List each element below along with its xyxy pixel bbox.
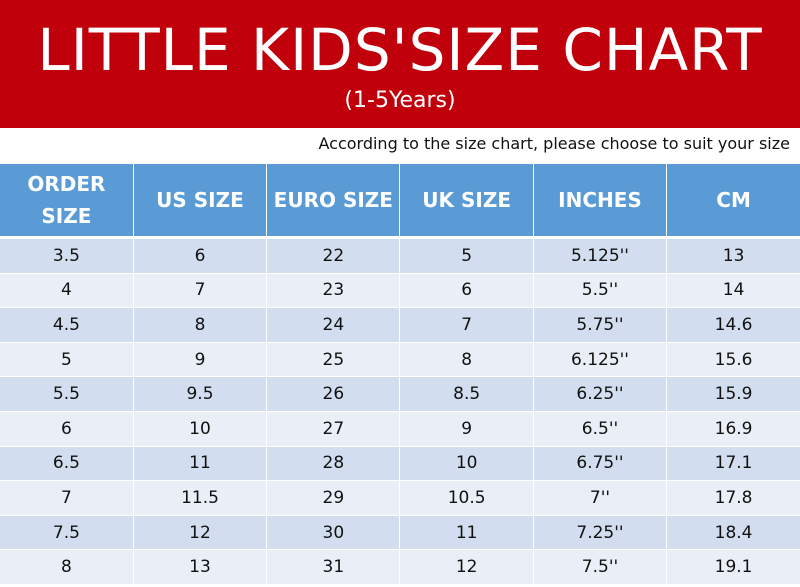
cell-inches: 5.5'' — [533, 273, 668, 309]
cell-euro-size: 25 — [266, 342, 401, 378]
cell-order-size: 4.5 — [0, 307, 134, 343]
cell-inches: 7'' — [533, 480, 668, 516]
cell-uk-size: 6 — [399, 273, 534, 309]
cell-cm: 16.9 — [666, 411, 800, 447]
cell-uk-size: 11 — [399, 515, 534, 551]
cell-us-size: 6 — [133, 237, 268, 274]
table-row: 5.5 9.5 26 8.5 6.25'' 15.9 — [0, 376, 800, 412]
table-row: 5 9 25 8 6.125'' 15.6 — [0, 342, 800, 378]
cell-us-size: 9 — [133, 342, 268, 378]
size-table: ORDER SIZE US SIZE EURO SIZE UK SIZE INC… — [0, 164, 800, 585]
cell-us-size: 13 — [133, 549, 268, 585]
header-row: ORDER SIZE US SIZE EURO SIZE UK SIZE INC… — [0, 164, 800, 239]
cell-cm: 19.1 — [666, 549, 800, 585]
chart-subtitle: (1-5Years) — [344, 88, 456, 113]
cell-uk-size: 7 — [399, 307, 534, 343]
cell-uk-size: 10 — [399, 446, 534, 482]
cell-cm: 13 — [666, 237, 800, 274]
cell-uk-size: 8 — [399, 342, 534, 378]
header-euro-size: EURO SIZE — [266, 164, 401, 239]
cell-inches: 5.75'' — [533, 307, 668, 343]
cell-us-size: 11 — [133, 446, 268, 482]
cell-euro-size: 30 — [266, 515, 401, 551]
cell-inches: 6.25'' — [533, 376, 668, 412]
table-row: 7.5 12 30 11 7.25'' 18.4 — [0, 515, 800, 551]
header-order-size: ORDER SIZE — [0, 164, 134, 239]
cell-cm: 15.6 — [666, 342, 800, 378]
cell-cm: 18.4 — [666, 515, 800, 551]
header-inches: INCHES — [533, 164, 668, 239]
cell-cm: 14 — [666, 273, 800, 309]
cell-euro-size: 29 — [266, 480, 401, 516]
cell-us-size: 9.5 — [133, 376, 268, 412]
chart-title: LITTLE KIDS'SIZE CHART — [37, 16, 763, 84]
cell-order-size: 7.5 — [0, 515, 134, 551]
cell-inches: 6.125'' — [533, 342, 668, 378]
title-banner: LITTLE KIDS'SIZE CHART (1-5Years) — [0, 0, 800, 128]
table-row: 7 11.5 29 10.5 7'' 17.8 — [0, 480, 800, 516]
cell-order-size: 7 — [0, 480, 134, 516]
cell-uk-size: 8.5 — [399, 376, 534, 412]
cell-inches: 5.125'' — [533, 237, 668, 274]
cell-euro-size: 31 — [266, 549, 401, 585]
cell-euro-size: 28 — [266, 446, 401, 482]
cell-euro-size: 22 — [266, 237, 401, 274]
table-row: 3.5 6 22 5 5.125'' 13 — [0, 237, 800, 274]
cell-euro-size: 26 — [266, 376, 401, 412]
table-row: 4 7 23 6 5.5'' 14 — [0, 273, 800, 309]
cell-euro-size: 27 — [266, 411, 401, 447]
header-us-size: US SIZE — [133, 164, 268, 239]
cell-inches: 7.5'' — [533, 549, 668, 585]
cell-cm: 17.8 — [666, 480, 800, 516]
cell-order-size: 6 — [0, 411, 134, 447]
table-row: 8 13 31 12 7.5'' 19.1 — [0, 549, 800, 585]
cell-us-size: 8 — [133, 307, 268, 343]
cell-order-size: 3.5 — [0, 237, 134, 274]
table-row: 4.5 8 24 7 5.75'' 14.6 — [0, 307, 800, 343]
table-row: 6.5 11 28 10 6.75'' 17.1 — [0, 446, 800, 482]
cell-inches: 7.25'' — [533, 515, 668, 551]
cell-euro-size: 23 — [266, 273, 401, 309]
cell-order-size: 6.5 — [0, 446, 134, 482]
table-row: 6 10 27 9 6.5'' 16.9 — [0, 411, 800, 447]
cell-euro-size: 24 — [266, 307, 401, 343]
cell-uk-size: 10.5 — [399, 480, 534, 516]
cell-uk-size: 5 — [399, 237, 534, 274]
cell-uk-size: 9 — [399, 411, 534, 447]
cell-us-size: 7 — [133, 273, 268, 309]
header-uk-size: UK SIZE — [399, 164, 534, 239]
cell-order-size: 5.5 — [0, 376, 134, 412]
cell-uk-size: 12 — [399, 549, 534, 585]
cell-cm: 17.1 — [666, 446, 800, 482]
cell-us-size: 10 — [133, 411, 268, 447]
cell-order-size: 8 — [0, 549, 134, 585]
header-cm: CM — [666, 164, 800, 239]
cell-order-size: 4 — [0, 273, 134, 309]
table-body: 3.5 6 22 5 5.125'' 13 4 7 23 6 5.5'' 14 4.5 8 24 7 5.75'… — [0, 237, 800, 585]
cell-cm: 15.9 — [666, 376, 800, 412]
cell-inches: 6.5'' — [533, 411, 668, 447]
cell-order-size: 5 — [0, 342, 134, 378]
cell-inches: 6.75'' — [533, 446, 668, 482]
cell-us-size: 12 — [133, 515, 268, 551]
size-note: According to the size chart, please choo… — [318, 134, 790, 153]
cell-cm: 14.6 — [666, 307, 800, 343]
cell-us-size: 11.5 — [133, 480, 268, 516]
